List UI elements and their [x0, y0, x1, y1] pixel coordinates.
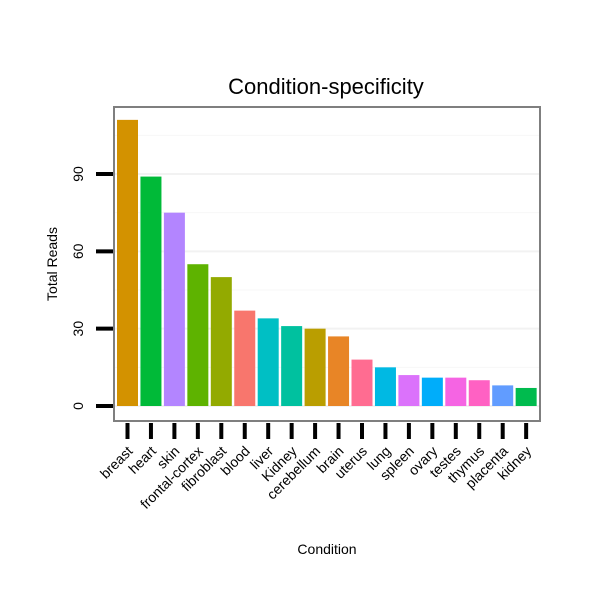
chart-title: Condition-specificity [228, 74, 424, 99]
y-tick-label: 60 [70, 243, 86, 259]
y-tick-label: 90 [70, 166, 86, 182]
bar-fibroblast [210, 277, 232, 406]
bar-layer [117, 119, 537, 407]
bar-cerebellum [304, 328, 326, 406]
bar-uterus [351, 359, 373, 406]
bar-kidney [515, 387, 537, 406]
y-axis: 0 30 60 90 [70, 166, 113, 410]
grid-layer [115, 134, 539, 407]
bar-skin [163, 212, 185, 406]
bar-placenta [492, 385, 514, 406]
bar-blood [234, 310, 256, 406]
bar-brain [328, 336, 350, 406]
bar-frontal-cortex [187, 264, 209, 406]
bar-ovary [421, 377, 443, 406]
bar-liver [257, 318, 279, 406]
bar-thymus [468, 380, 490, 406]
y-axis-label: Total Reads [44, 227, 60, 301]
y-tick-label: 30 [70, 321, 86, 337]
bar-Kidney [281, 326, 303, 406]
x-axis-label: Condition [297, 541, 356, 557]
y-tick-label: 0 [70, 402, 86, 410]
bar-testes [445, 377, 467, 406]
bar-heart [140, 176, 162, 406]
bar-breast [117, 119, 138, 407]
bar-spleen [398, 375, 420, 406]
plot-border [113, 106, 541, 422]
bar-lung [374, 367, 396, 406]
